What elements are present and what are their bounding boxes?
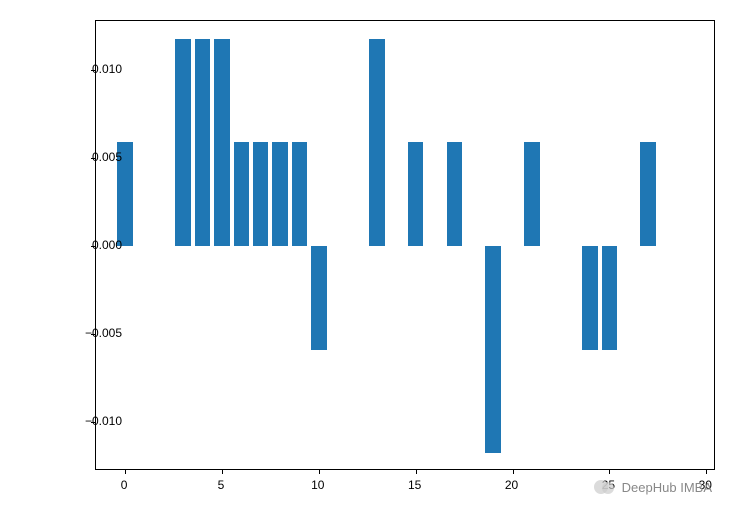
bar [292,142,308,246]
bar [195,39,211,246]
y-tick-label: 0.000 [62,238,122,252]
x-tick-label: 15 [408,478,421,492]
bar [234,142,250,246]
x-tick-label: 10 [311,478,324,492]
bar [582,246,598,350]
bar [524,142,540,246]
chart-frame [95,20,715,470]
plot-area [96,21,714,469]
bar [272,142,288,246]
y-tick-label: 0.010 [62,62,122,76]
bar [175,39,191,246]
bar [369,39,385,246]
y-tick-label: −0.010 [62,414,122,428]
x-tick-mark [706,469,707,474]
bar [311,246,327,350]
bar [447,142,463,246]
x-tick-mark [319,469,320,474]
watermark: DeepHub IMBA [594,478,712,496]
watermark-text: DeepHub IMBA [622,480,712,495]
bar [602,246,618,350]
x-tick-label: 0 [121,478,128,492]
bar [214,39,230,246]
x-tick-mark [513,469,514,474]
bar [640,142,656,246]
x-tick-mark [222,469,223,474]
x-tick-label: 5 [218,478,225,492]
bar [485,246,501,453]
x-tick-mark [609,469,610,474]
x-tick-mark [125,469,126,474]
wechat-icon [594,478,618,496]
x-tick-label: 20 [505,478,518,492]
y-tick-label: −0.005 [62,326,122,340]
y-tick-label: 0.005 [62,150,122,164]
bar [408,142,424,246]
x-tick-mark [416,469,417,474]
bar [253,142,269,246]
